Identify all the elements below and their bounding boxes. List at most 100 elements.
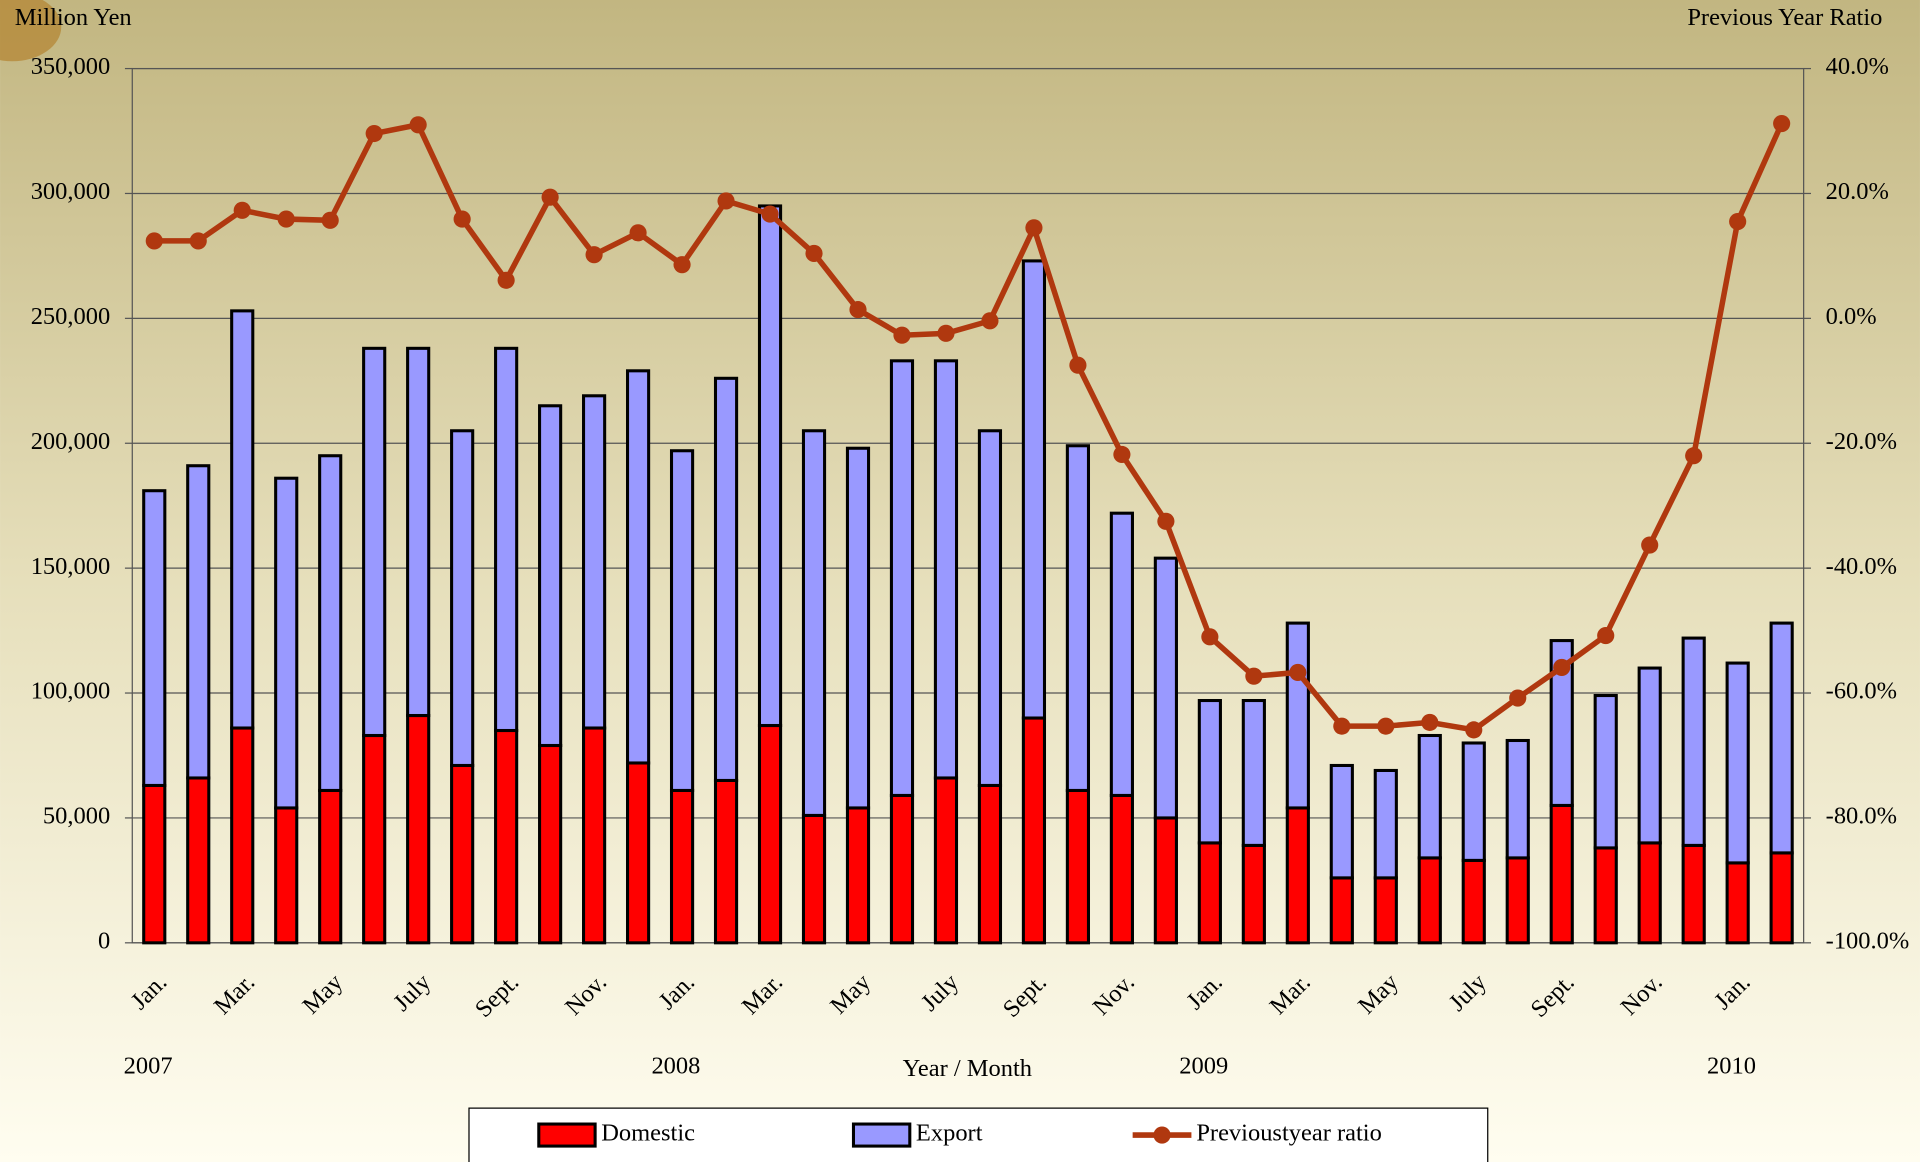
bar [274,476,299,810]
marker [1069,356,1087,374]
marker [849,301,867,319]
y-tick-label: 50,000 [43,803,110,830]
bar [845,806,871,945]
y-tick-label: 200,000 [31,428,111,455]
bar [230,309,255,730]
bar [801,429,827,817]
bar [538,404,563,748]
y-tick-label: 300,000 [31,178,111,205]
bar [669,449,695,792]
marker [365,124,383,143]
bar [1681,843,1706,945]
legend-label: Domestic [601,1120,695,1147]
bar [362,346,387,738]
bar [318,788,343,945]
bar [1373,768,1398,880]
marker [321,211,339,229]
bar [406,713,431,945]
year-label: 2009 [1179,1052,1228,1079]
y-tick-label: 0 [98,927,110,954]
bar [1725,661,1750,865]
bar [757,204,783,728]
marker [453,210,471,228]
bar [801,813,827,945]
bar [1461,858,1486,945]
y-tick-label: 150,000 [31,553,111,580]
bar [582,394,607,730]
legend-label: Previoustyear ratio [1196,1120,1382,1147]
decoration [0,0,62,62]
legend-label: Export [916,1120,983,1147]
bar [625,761,651,945]
bar [1593,846,1618,945]
bar [1153,816,1178,945]
bar [1065,444,1091,792]
marker [717,192,735,210]
bar [1417,733,1442,860]
y2-tick-label: -60.0% [1826,678,1897,705]
marker [233,201,251,219]
bar [1373,876,1398,945]
year-label: 2008 [651,1052,700,1079]
bar [1109,793,1134,945]
bar [1021,716,1047,945]
x-axis-label: Year / Month [903,1055,1032,1082]
marker [1333,717,1351,735]
bar [186,776,211,945]
legend-swatch [537,1122,597,1148]
legend-swatch [851,1122,912,1148]
bar [1725,861,1750,945]
bar [933,359,959,780]
bar [669,788,695,945]
bar [494,346,519,733]
y2-axis-label: Previous Year Ratio [1687,4,1882,31]
y2-tick-label: -80.0% [1826,803,1897,830]
bar [274,806,299,945]
y-tick-label: 250,000 [31,303,111,330]
marker [1553,658,1571,677]
marker [1641,536,1659,554]
marker [1025,219,1043,237]
y-tick-label: 100,000 [31,678,111,705]
bar [1241,843,1266,945]
marker [761,205,779,223]
bar [1197,698,1222,845]
bar [1769,851,1794,945]
bar [582,726,607,945]
plot-frame [131,67,1805,944]
bar [1021,259,1047,720]
bar [1461,741,1486,862]
bar [1285,806,1310,945]
bar [1549,803,1574,945]
bar [625,369,651,765]
marker [1113,445,1131,464]
marker [805,244,823,262]
bar [1593,694,1618,850]
bar [1065,788,1091,945]
marker [1597,627,1615,645]
bar [713,778,739,945]
bar [933,776,959,945]
bar [1637,841,1662,945]
bar [1769,621,1794,855]
bar [713,376,739,782]
bar [1153,556,1178,820]
marker [981,312,999,330]
marker [189,232,207,250]
bar [186,464,211,780]
bar [845,446,871,810]
marker [1729,212,1747,231]
marker [1773,114,1791,133]
bar [1241,698,1266,847]
bar [1681,636,1706,847]
marker [1245,667,1263,685]
marker [409,116,427,134]
bar [1197,841,1222,945]
bar [142,783,167,945]
bar [494,728,519,945]
bar [757,723,783,945]
bar [450,763,475,945]
bar [362,733,387,945]
line [154,121,1785,733]
y2-tick-label: 20.0% [1826,178,1889,205]
